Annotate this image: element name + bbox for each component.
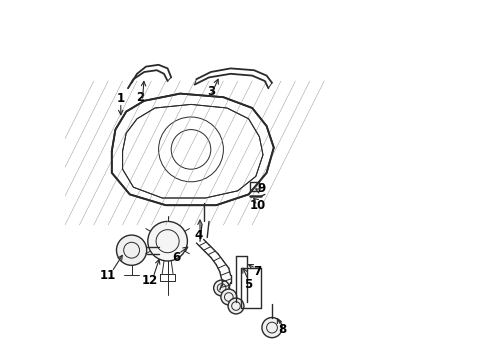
- Circle shape: [117, 235, 147, 265]
- Circle shape: [148, 221, 187, 261]
- Circle shape: [262, 318, 282, 338]
- Text: 1: 1: [117, 93, 125, 105]
- Text: 9: 9: [257, 183, 265, 195]
- Text: 5: 5: [245, 278, 253, 291]
- Text: 3: 3: [207, 85, 215, 98]
- Text: 12: 12: [142, 274, 158, 287]
- Text: 10: 10: [249, 199, 266, 212]
- Text: 6: 6: [172, 251, 181, 264]
- Text: 8: 8: [279, 323, 287, 336]
- Text: 4: 4: [194, 229, 202, 242]
- Circle shape: [214, 280, 229, 296]
- Text: 11: 11: [100, 269, 116, 282]
- Circle shape: [221, 289, 237, 305]
- Circle shape: [228, 298, 244, 314]
- Text: 7: 7: [253, 265, 262, 278]
- Text: 2: 2: [137, 91, 145, 104]
